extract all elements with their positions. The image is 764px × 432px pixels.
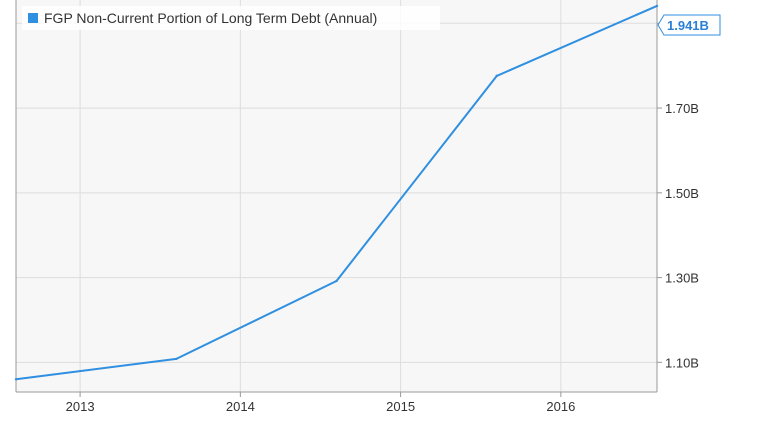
legend: FGP Non-Current Portion of Long Term Deb… <box>22 6 440 30</box>
data-point <box>655 4 659 8</box>
y-tick-label: 1.70B <box>665 101 699 116</box>
last-value-badge: 1.941B <box>657 14 721 36</box>
last-value-label: 1.941B <box>667 18 709 33</box>
x-tick-label: 2013 <box>66 399 95 414</box>
data-point <box>335 279 338 283</box>
x-tick-label: 2015 <box>386 399 415 414</box>
x-tick-label: 2014 <box>226 399 255 414</box>
legend-label: FGP Non-Current Portion of Long Term Deb… <box>44 10 377 26</box>
y-tick-label: 1.10B <box>665 355 699 370</box>
last-value-badge-box <box>657 14 721 36</box>
series-layer <box>14 4 659 381</box>
y-tick-label: 1.50B <box>665 186 699 201</box>
data-point <box>175 357 178 361</box>
plot-background <box>16 0 657 392</box>
data-point <box>495 74 498 78</box>
x-tick-label: 2016 <box>546 399 575 414</box>
y-tick-label: 1.30B <box>665 271 699 286</box>
legend-background <box>22 6 440 30</box>
data-point <box>14 378 18 381</box>
legend-swatch <box>28 13 38 23</box>
x-axis-ticks: 2013 2014 2015 2016 <box>66 392 575 414</box>
